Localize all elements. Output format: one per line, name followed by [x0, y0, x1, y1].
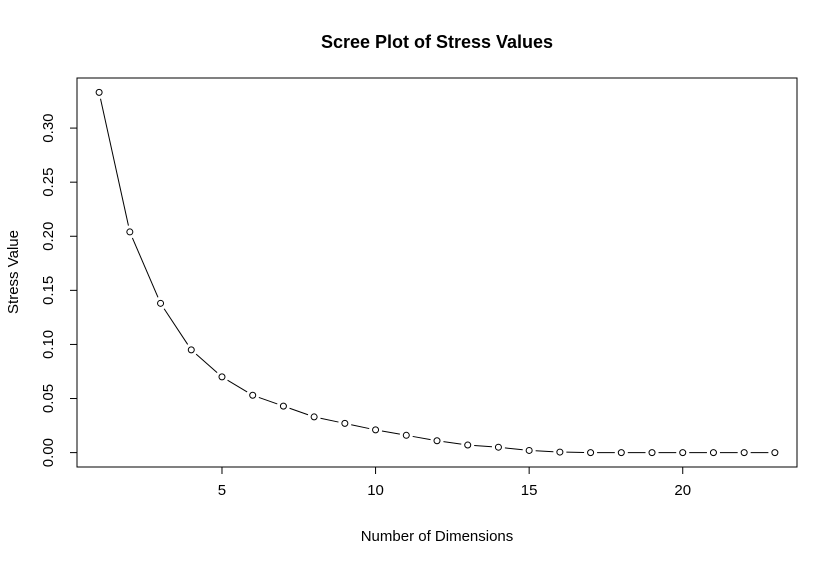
plot-frame — [76, 77, 798, 468]
series-line-segment — [504, 447, 523, 451]
y-axis: 0.00 0.05 0.10 0.15 0.20 0.25 0.30 — [40, 113, 78, 467]
series-line-segment — [474, 444, 492, 448]
x-tick-label: 10 — [367, 482, 384, 499]
y-tick-label: 0.00 — [40, 438, 57, 467]
series-line-segment — [289, 407, 309, 416]
series-line-segment — [381, 430, 400, 435]
y-tick-label: 0.30 — [40, 113, 57, 142]
data-point — [402, 431, 410, 439]
series-line-segment — [535, 450, 554, 453]
x-tick-label: 15 — [521, 482, 538, 499]
series-line-segment — [258, 396, 278, 405]
series-line-segment — [227, 379, 248, 393]
x-tick-label: 5 — [218, 482, 226, 499]
data-point — [279, 402, 287, 410]
data-point — [648, 449, 656, 457]
data-point — [372, 426, 380, 434]
data-point — [771, 449, 779, 457]
chart-title: Scree Plot of Stress Values — [321, 32, 553, 52]
data-point — [310, 413, 318, 421]
y-tick-label: 0.10 — [40, 330, 57, 359]
data-point — [494, 443, 502, 451]
data-point — [740, 449, 748, 457]
series-line-segment — [163, 308, 189, 345]
data-point — [433, 437, 441, 445]
y-axis-label: Stress Value — [5, 230, 22, 314]
data-point — [187, 346, 195, 354]
series-line-segment — [351, 424, 370, 430]
data-point — [464, 441, 472, 449]
series-line-segment — [412, 435, 431, 441]
data-point — [617, 449, 625, 457]
data-point — [95, 88, 103, 96]
series-line-segment — [195, 353, 218, 373]
x-axis: 5 10 15 20 — [218, 466, 691, 499]
data-point — [679, 449, 687, 457]
y-tick-label: 0.25 — [40, 168, 57, 197]
y-tick-label: 0.05 — [40, 384, 57, 413]
stress-series — [95, 88, 779, 457]
y-tick-label: 0.15 — [40, 276, 57, 305]
y-tick-label: 0.20 — [40, 222, 57, 251]
data-point — [218, 373, 226, 381]
data-point — [157, 299, 165, 307]
series-line-segment — [320, 417, 339, 423]
data-point — [341, 419, 349, 427]
x-axis-label: Number of Dimensions — [361, 528, 514, 545]
data-point — [126, 228, 134, 236]
data-point — [587, 449, 595, 457]
series-line-segment — [100, 98, 129, 226]
data-point — [249, 391, 257, 399]
data-point — [556, 448, 564, 456]
data-point — [525, 446, 533, 454]
series-line-segment — [443, 441, 462, 445]
data-point — [709, 449, 717, 457]
series-line-segment — [131, 237, 159, 298]
x-tick-label: 20 — [674, 482, 691, 499]
